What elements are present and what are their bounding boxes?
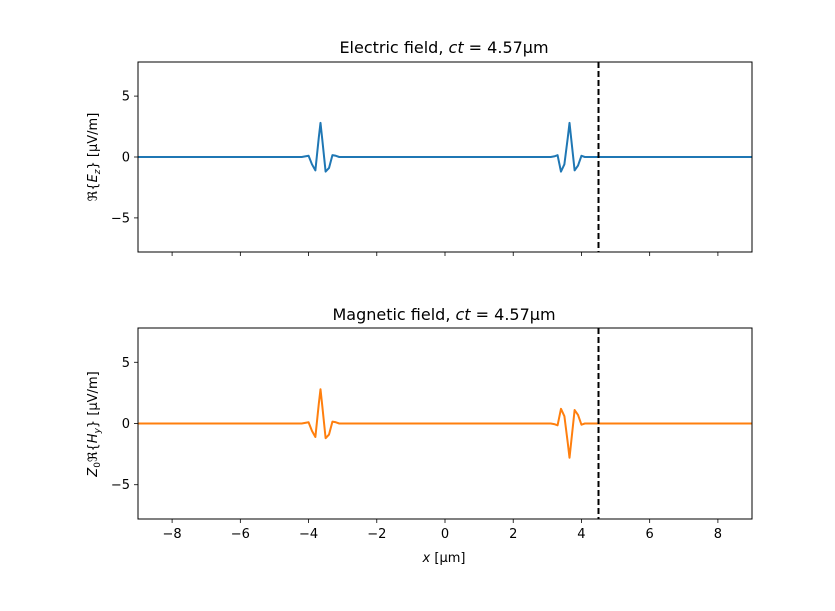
x-tick-label: 2 (509, 527, 517, 542)
y-tick-label: 5 (122, 356, 130, 371)
x-axis-label: x [μm] (422, 551, 466, 566)
axes-frame (137, 61, 753, 253)
electric-field-panel: Electric field, ct = 4.57μm −5 0 5 ℜ{Ez} [… (86, 38, 753, 256)
x-tick-label: −8 (163, 527, 182, 542)
x-tick-label: 4 (577, 527, 585, 542)
x-tick-label: −4 (299, 527, 318, 542)
y-tick-label: −5 (111, 478, 130, 493)
magnetic-field-panel: Magnetic field, ct = 4.57μm −8 −6 −4 −2 0 2 4 6… (86, 305, 753, 566)
series-line (138, 121, 752, 173)
magnetic-field-ylabel: Z0ℜ{Hy} [μV/m] (86, 371, 103, 477)
y-tick-label: −5 (111, 211, 130, 226)
electric-field-ylabel: ℜ{Ez} [μV/m] (86, 113, 103, 202)
y-tick-label: 0 (122, 417, 130, 432)
series-line (138, 388, 752, 459)
x-tick-label: 6 (646, 527, 654, 542)
axes-frame (137, 327, 753, 520)
x-tick-label: 8 (714, 527, 722, 542)
magnetic-field-title: Magnetic field, ct = 4.57μm (332, 305, 555, 324)
x-tick-label: −2 (367, 527, 386, 542)
x-tick-label: −6 (231, 527, 250, 542)
y-tick-label: 5 (122, 90, 130, 105)
y-tick-label: 0 (122, 151, 130, 166)
x-tick-label: 0 (441, 527, 449, 542)
electric-field-title: Electric field, ct = 4.57μm (339, 38, 548, 57)
